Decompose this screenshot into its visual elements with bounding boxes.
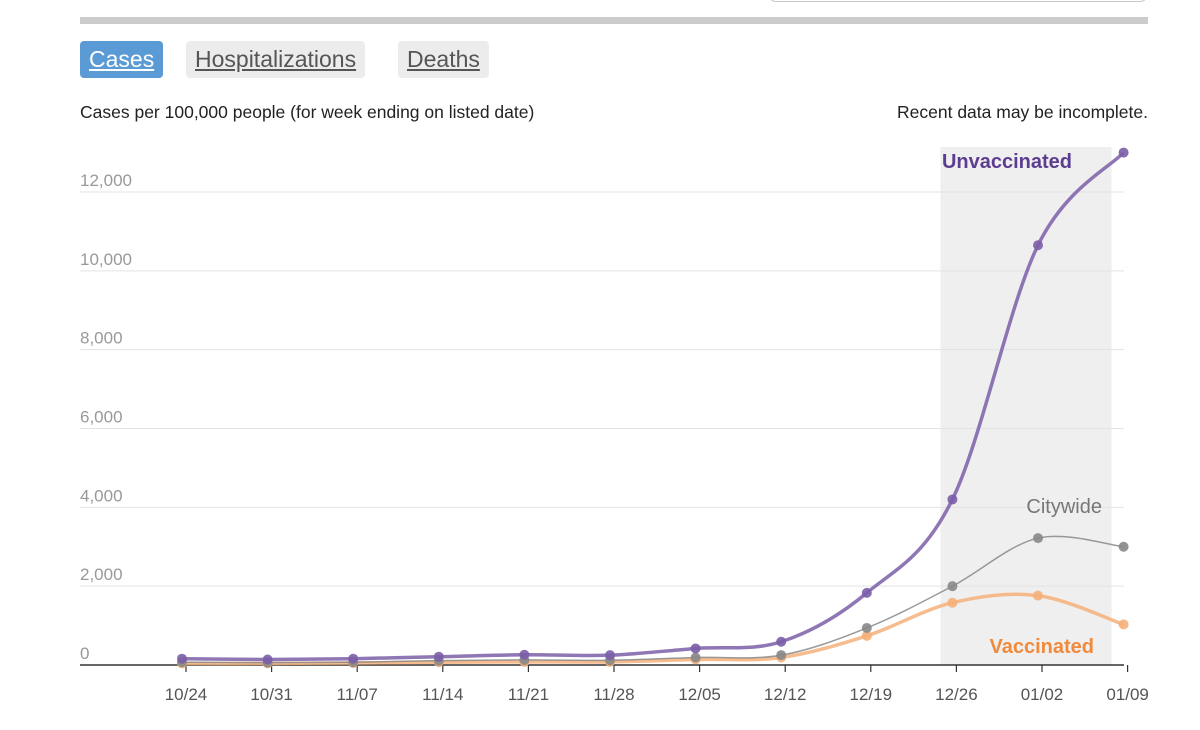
tab-cases[interactable]: Cases [80, 41, 164, 78]
y-tick-label: 10,000 [80, 250, 132, 269]
data-point-unvaccinated [348, 653, 359, 664]
y-tick-label: 12,000 [80, 171, 132, 190]
y-tick-label: 0 [80, 644, 89, 663]
data-point-unvaccinated [947, 494, 958, 505]
incomplete-data-region [940, 147, 1112, 665]
x-tick-label: 10/31 [250, 685, 293, 704]
x-tick-label: 11/07 [337, 685, 378, 704]
x-tick-label: 12/19 [850, 685, 893, 704]
data-point-citywide [1118, 541, 1129, 552]
data-point-unvaccinated [605, 650, 615, 661]
y-tick-label: 2,000 [80, 565, 123, 584]
data-point-citywide [690, 652, 701, 663]
x-tick-label: 11/21 [508, 685, 549, 704]
series-line-citywide [181, 535, 1124, 664]
data-point-citywide [776, 650, 787, 661]
y-tick-label: 6,000 [80, 408, 123, 427]
x-tick-label: 12/12 [764, 685, 807, 704]
data-point-unvaccinated [776, 636, 787, 647]
data-point-citywide [861, 622, 872, 633]
y-tick-label: 4,000 [80, 486, 123, 505]
data-point-citywide [1033, 533, 1043, 544]
data-point-unvaccinated [861, 587, 872, 598]
x-tick-label: 11/28 [593, 685, 634, 704]
chart-subtitle: Cases per 100,000 people (for week endin… [80, 102, 535, 122]
incomplete-note: Recent data may be incomplete. [897, 102, 1148, 122]
x-tick-label: 12/26 [935, 685, 978, 704]
x-tick-label: 12/05 [678, 685, 721, 704]
data-point-unvaccinated [262, 654, 273, 665]
tab-hospitalizations[interactable]: Hospitalizations [186, 41, 366, 78]
data-point-unvaccinated [690, 643, 701, 654]
data-point-vaccinated [1118, 619, 1129, 630]
data-point-unvaccinated [1033, 240, 1043, 251]
data-point-unvaccinated [1118, 147, 1129, 158]
top-divider [80, 17, 1148, 24]
data-point-citywide [947, 581, 958, 592]
data-point-vaccinated [1033, 590, 1043, 601]
series-label-unvaccinated: Unvaccinated [942, 151, 1072, 173]
series-label-citywide: Citywide [1026, 496, 1102, 518]
data-point-vaccinated [947, 597, 958, 608]
data-point-unvaccinated [433, 651, 444, 662]
x-tick-label: 01/09 [1106, 685, 1149, 704]
series-line-vaccinated [181, 592, 1125, 666]
tab-deaths[interactable]: Deaths [398, 41, 489, 78]
x-tick-label: 10/24 [165, 685, 208, 704]
x-tick-label: 01/02 [1021, 685, 1064, 704]
y-tick-label: 8,000 [80, 329, 123, 348]
x-tick-label: 11/14 [422, 685, 463, 704]
series-label-vaccinated: Vaccinated [989, 636, 1094, 658]
data-point-unvaccinated [519, 649, 530, 660]
data-point-unvaccinated [177, 653, 187, 664]
data-point-vaccinated [861, 630, 872, 641]
